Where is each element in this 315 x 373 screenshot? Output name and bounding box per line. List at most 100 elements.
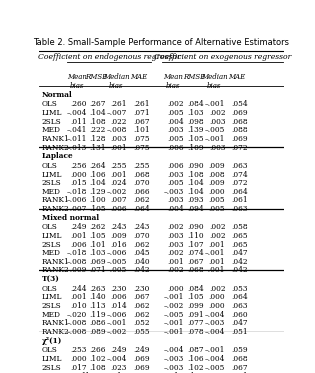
Text: .249: .249 [133, 347, 150, 354]
Text: .094: .094 [187, 205, 203, 213]
Text: –.003: –.003 [164, 355, 184, 363]
Text: .255: .255 [133, 162, 150, 170]
Text: .105: .105 [187, 294, 203, 301]
Text: .065: .065 [232, 241, 248, 249]
Text: –.008: –.008 [106, 126, 127, 134]
Text: .002: .002 [209, 109, 226, 117]
Text: MED: MED [42, 188, 61, 196]
Text: .055: .055 [133, 328, 150, 336]
Text: .104: .104 [187, 179, 203, 187]
Text: .003: .003 [110, 135, 127, 143]
Text: .243: .243 [110, 223, 127, 231]
Text: –.003: –.003 [164, 188, 184, 196]
Text: .060: .060 [232, 311, 248, 319]
Text: .009: .009 [209, 179, 226, 187]
Text: .067: .067 [187, 258, 203, 266]
Text: .002: .002 [168, 249, 184, 257]
Text: .006: .006 [168, 144, 184, 151]
Text: –.006: –.006 [106, 311, 127, 319]
Text: –.004: –.004 [164, 347, 184, 354]
Text: .099: .099 [187, 302, 203, 310]
Text: .069: .069 [232, 109, 248, 117]
Text: .101: .101 [89, 241, 106, 249]
Text: .105: .105 [187, 135, 203, 143]
Text: –.008: –.008 [66, 328, 87, 336]
Text: –.018: –.018 [66, 249, 87, 257]
Text: .006: .006 [70, 241, 87, 249]
Text: .003: .003 [168, 197, 184, 204]
Text: MED: MED [42, 249, 61, 257]
Text: .104: .104 [187, 188, 203, 196]
Text: RANK2: RANK2 [42, 144, 69, 151]
Text: .017: .017 [70, 364, 87, 372]
Text: .000: .000 [209, 188, 226, 196]
Text: .113: .113 [89, 302, 106, 310]
Text: –.018: –.018 [66, 188, 87, 196]
Text: .062: .062 [133, 241, 150, 249]
Text: .015: .015 [70, 179, 87, 187]
Text: .003: .003 [168, 232, 184, 240]
Text: .243: .243 [133, 223, 150, 231]
Text: .003: .003 [168, 241, 184, 249]
Text: .062: .062 [133, 302, 150, 310]
Text: MED: MED [42, 311, 61, 319]
Text: .074: .074 [187, 249, 203, 257]
Text: .040: .040 [133, 258, 150, 266]
Text: –.001: –.001 [164, 294, 184, 301]
Text: .000: .000 [70, 355, 87, 363]
Text: .062: .062 [133, 197, 150, 204]
Text: .022: .022 [110, 118, 127, 126]
Text: .002: .002 [168, 100, 184, 109]
Text: .262: .262 [89, 223, 106, 231]
Text: .047: .047 [232, 319, 248, 327]
Text: .070: .070 [133, 179, 150, 187]
Text: .089: .089 [89, 328, 106, 336]
Text: .086: .086 [89, 319, 106, 327]
Text: .058: .058 [232, 223, 248, 231]
Text: MAE: MAE [129, 73, 147, 81]
Text: .001: .001 [168, 258, 184, 266]
Text: .000: .000 [209, 302, 226, 310]
Text: LIML: LIML [42, 294, 62, 301]
Text: .069: .069 [232, 135, 248, 143]
Text: LIML: LIML [42, 109, 62, 117]
Text: .014: .014 [110, 302, 127, 310]
Text: .052: .052 [133, 319, 150, 327]
Text: .222: .222 [89, 126, 106, 134]
Text: .005: .005 [168, 109, 184, 117]
Text: OLS: OLS [42, 347, 58, 354]
Text: RANK1: RANK1 [42, 135, 70, 143]
Text: T(3): T(3) [42, 275, 60, 283]
Text: .140: .140 [89, 294, 106, 301]
Text: .074: .074 [232, 170, 248, 179]
Text: .131: .131 [89, 144, 106, 151]
Text: .106: .106 [187, 355, 203, 363]
Text: .100: .100 [89, 197, 106, 204]
Text: .005: .005 [209, 205, 226, 213]
Text: .001: .001 [110, 144, 127, 151]
Text: .005: .005 [209, 197, 226, 204]
Text: .001: .001 [70, 232, 87, 240]
Text: .008: .008 [209, 170, 226, 179]
Text: –.003: –.003 [205, 319, 226, 327]
Text: .077: .077 [187, 319, 203, 327]
Text: .108: .108 [187, 170, 203, 179]
Text: .102: .102 [187, 364, 203, 372]
Text: .104: .104 [89, 179, 106, 187]
Text: RANK2: RANK2 [42, 266, 69, 275]
Text: .063: .063 [232, 302, 248, 310]
Text: .073: .073 [133, 372, 150, 373]
Text: .004: .004 [168, 118, 184, 126]
Text: .072: .072 [232, 179, 248, 187]
Text: LIML: LIML [42, 170, 62, 179]
Text: –.009: –.009 [66, 266, 87, 275]
Text: –.008: –.008 [66, 319, 87, 327]
Text: .256: .256 [71, 162, 87, 170]
Text: .108: .108 [89, 118, 106, 126]
Text: –.011: –.011 [66, 135, 87, 143]
Text: .071: .071 [89, 266, 106, 275]
Text: .001: .001 [110, 170, 127, 179]
Text: RANK1: RANK1 [42, 258, 70, 266]
Text: Coefficient on exogenous regressor: Coefficient on exogenous regressor [154, 53, 291, 62]
Text: .069: .069 [133, 364, 150, 372]
